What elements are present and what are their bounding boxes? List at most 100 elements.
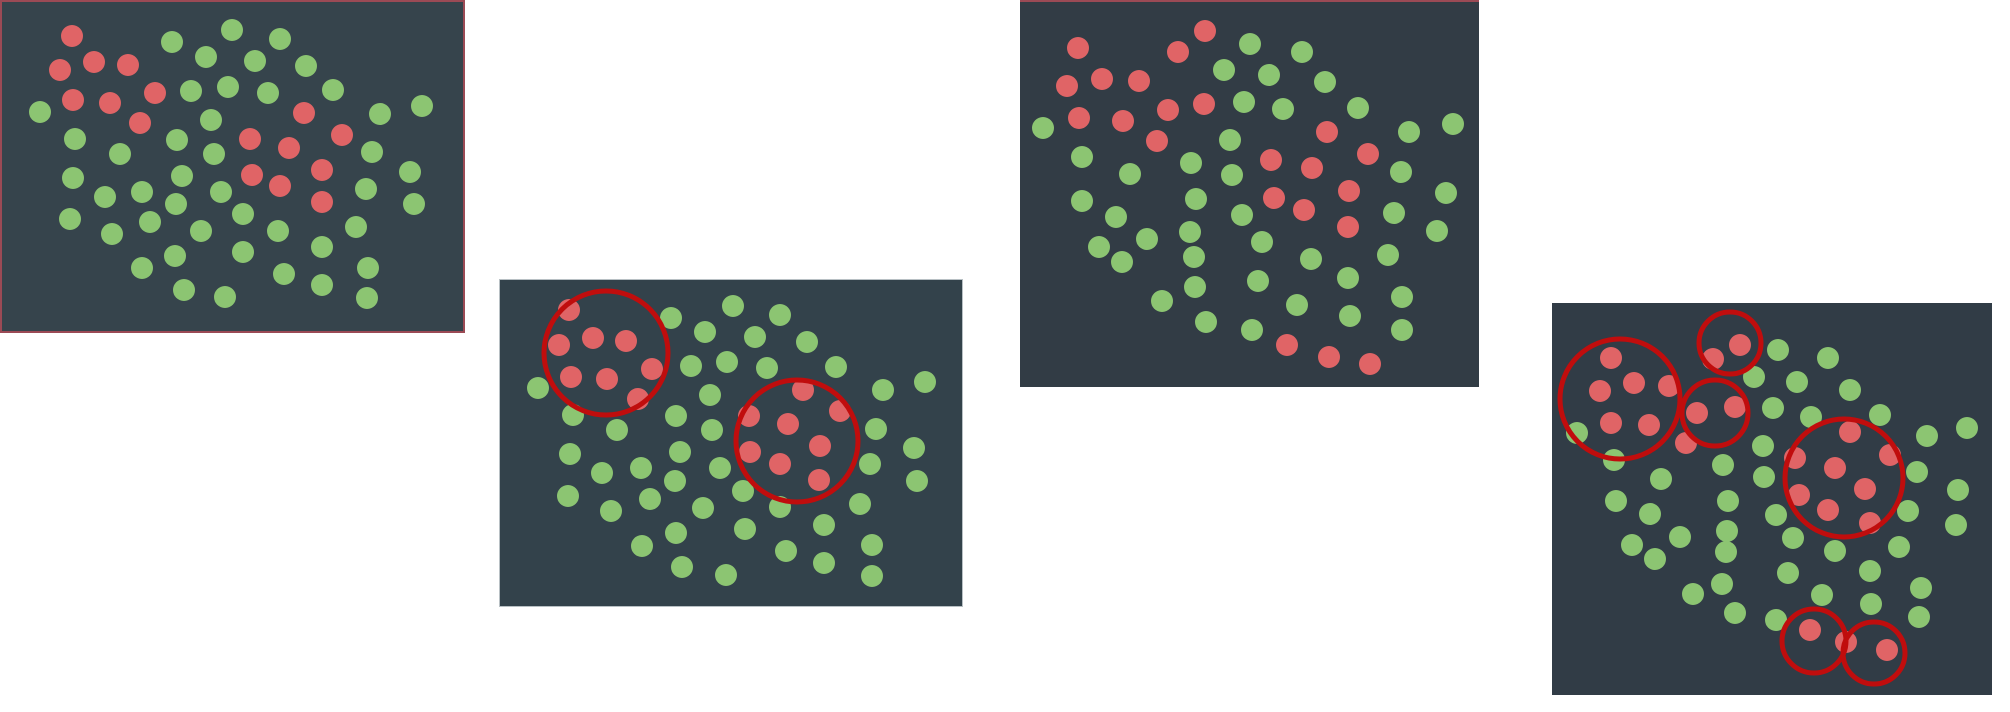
red-dot xyxy=(1194,20,1216,42)
red-dot xyxy=(1359,353,1381,375)
green-dot xyxy=(671,556,693,578)
green-dot xyxy=(859,453,881,475)
green-dot xyxy=(1767,339,1789,361)
red-dot xyxy=(1128,70,1150,92)
red-dot xyxy=(62,89,84,111)
green-dot xyxy=(1860,593,1882,615)
red-dot xyxy=(1729,334,1751,356)
green-dot xyxy=(1910,577,1932,599)
highlight-ring xyxy=(1696,309,1764,377)
green-dot xyxy=(606,419,628,441)
green-dot xyxy=(131,181,153,203)
green-dot xyxy=(1621,534,1643,556)
red-dot xyxy=(1854,478,1876,500)
green-dot xyxy=(1869,404,1891,426)
green-dot xyxy=(64,128,86,150)
red-dot xyxy=(792,379,814,401)
green-dot xyxy=(1605,490,1627,512)
green-dot xyxy=(1239,33,1261,55)
green-dot xyxy=(267,220,289,242)
red-dot xyxy=(1338,180,1360,202)
green-dot xyxy=(171,165,193,187)
green-dot xyxy=(62,167,84,189)
green-dot xyxy=(665,405,687,427)
green-dot xyxy=(1300,248,1322,270)
green-dot xyxy=(200,109,222,131)
red-dot xyxy=(1260,149,1282,171)
green-dot xyxy=(190,220,212,242)
green-dot xyxy=(699,384,721,406)
green-dot xyxy=(1669,526,1691,548)
red-dot xyxy=(1839,421,1861,443)
red-dot xyxy=(769,453,791,475)
diagram-panel-six-groups-circled xyxy=(1552,303,1992,695)
red-dot xyxy=(1091,68,1113,90)
green-dot xyxy=(1639,503,1661,525)
green-dot xyxy=(1811,584,1833,606)
green-dot xyxy=(1213,59,1235,81)
red-dot xyxy=(269,175,291,197)
highlight-ring xyxy=(1840,619,1908,687)
green-dot xyxy=(694,321,716,343)
red-dot xyxy=(1263,187,1285,209)
green-dot xyxy=(1347,97,1369,119)
green-dot xyxy=(660,307,682,329)
red-dot xyxy=(596,368,618,390)
green-dot xyxy=(527,377,549,399)
green-dot xyxy=(715,564,737,586)
green-dot xyxy=(94,186,116,208)
green-dot xyxy=(1711,573,1733,595)
green-dot xyxy=(861,565,883,587)
green-dot xyxy=(1650,468,1672,490)
green-dot xyxy=(716,351,738,373)
red-dot xyxy=(582,327,604,349)
red-dot xyxy=(1067,37,1089,59)
red-dot xyxy=(1724,396,1746,418)
red-dot xyxy=(1357,143,1379,165)
dot-field xyxy=(500,280,962,606)
green-dot xyxy=(232,203,254,225)
green-dot xyxy=(1231,204,1253,226)
green-dot xyxy=(1071,190,1093,212)
green-dot xyxy=(164,245,186,267)
green-dot xyxy=(1716,520,1738,542)
green-dot xyxy=(311,274,333,296)
red-dot xyxy=(144,82,166,104)
green-dot xyxy=(311,236,333,258)
red-dot xyxy=(1686,402,1708,424)
highlight-ring xyxy=(1679,377,1751,449)
green-dot xyxy=(865,418,887,440)
green-dot xyxy=(559,443,581,465)
green-dot xyxy=(357,257,379,279)
green-dot xyxy=(101,223,123,245)
highlight-ring xyxy=(733,377,861,505)
green-dot xyxy=(355,178,377,200)
green-dot xyxy=(1743,366,1765,388)
green-dot xyxy=(1715,541,1737,563)
green-dot xyxy=(214,286,236,308)
green-dot xyxy=(1906,461,1928,483)
green-dot xyxy=(109,143,131,165)
green-dot xyxy=(1291,41,1313,63)
green-dot xyxy=(295,55,317,77)
highlight-ring xyxy=(1557,336,1683,462)
red-dot xyxy=(1157,99,1179,121)
panel-background xyxy=(500,280,962,606)
green-dot xyxy=(322,79,344,101)
red-dot xyxy=(777,413,799,435)
red-dot xyxy=(1068,107,1090,129)
green-dot xyxy=(680,355,702,377)
green-dot xyxy=(1435,182,1457,204)
green-dot xyxy=(195,46,217,68)
green-dot xyxy=(664,470,686,492)
green-dot xyxy=(273,263,295,285)
red-dot xyxy=(293,102,315,124)
red-dot xyxy=(739,441,761,463)
green-dot xyxy=(139,211,161,233)
red-dot xyxy=(548,334,570,356)
green-dot xyxy=(1644,548,1666,570)
green-dot xyxy=(257,82,279,104)
green-dot xyxy=(1247,270,1269,292)
red-dot xyxy=(1623,372,1645,394)
red-dot xyxy=(1301,157,1323,179)
